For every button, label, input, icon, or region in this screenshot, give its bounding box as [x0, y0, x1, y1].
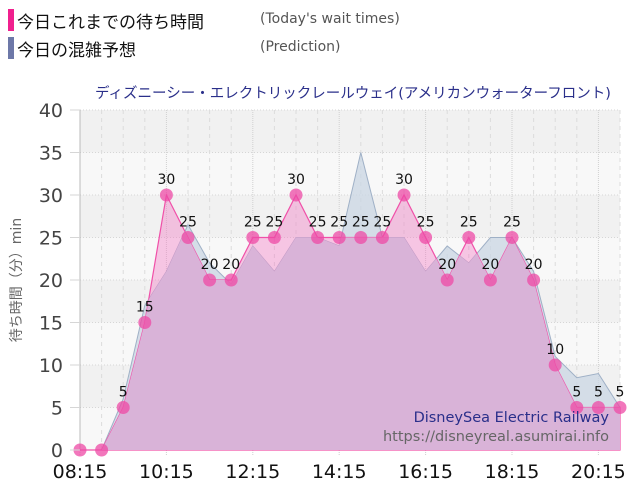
x-tick-label: 10:15	[139, 461, 194, 483]
data-label: 5	[572, 385, 581, 401]
x-tick-label: 16:15	[398, 461, 453, 483]
data-point[interactable]	[548, 358, 562, 372]
data-label: 30	[395, 172, 413, 188]
x-tick-label: 12:15	[225, 461, 280, 483]
data-point[interactable]	[462, 231, 476, 244]
data-point[interactable]	[483, 273, 497, 287]
y-tick-label: 35	[39, 143, 63, 165]
legend-prediction-label: 今日の混雑予想	[17, 40, 136, 61]
x-tick-label: 18:15	[485, 461, 540, 483]
y-tick-label: 20	[39, 270, 63, 292]
data-point[interactable]	[246, 231, 260, 244]
data-point[interactable]	[613, 401, 627, 414]
data-label: 20	[201, 257, 219, 273]
y-tick-label: 15	[39, 313, 63, 335]
data-point[interactable]	[440, 273, 454, 287]
data-point[interactable]	[332, 231, 346, 244]
data-point[interactable]	[138, 316, 152, 329]
x-tick-label: 08:15	[53, 461, 108, 483]
data-point[interactable]	[311, 231, 325, 244]
data-point[interactable]	[505, 231, 519, 244]
data-point[interactable]	[289, 188, 303, 202]
data-label: 20	[438, 257, 456, 273]
x-axis: 08:15 10:15 12:15 14:15 16:15 18:15 20:15	[53, 461, 626, 483]
y-tick-label: 40	[39, 100, 63, 122]
data-label: 25	[352, 215, 370, 231]
data-label: 15	[136, 300, 154, 316]
legend-prediction: 今日の混雑予想	[8, 36, 136, 61]
legend-actual-label: 今日これまでの待ち時間	[17, 12, 204, 33]
data-label: 25	[417, 215, 435, 231]
attraction-name-watermark: DisneySea Electric Railway	[414, 410, 610, 426]
data-label: 20	[525, 257, 543, 273]
data-point[interactable]	[591, 401, 605, 414]
data-point[interactable]	[267, 231, 281, 244]
data-label: 25	[265, 215, 283, 231]
data-label: 5	[616, 385, 625, 401]
data-point[interactable]	[203, 273, 217, 287]
chart-title: ディズニーシー・エレクトリックレールウェイ(アメリカンウォーターフロント)	[95, 84, 611, 102]
data-label: 25	[460, 215, 478, 231]
y-tick-label: 30	[39, 185, 63, 207]
legend-actual-en: (Today's wait times)	[260, 11, 400, 27]
y-axis-label: 待ち時間（分）min	[9, 218, 25, 342]
data-point[interactable]	[527, 273, 541, 287]
y-tick-label: 0	[51, 440, 63, 462]
data-point[interactable]	[95, 443, 109, 457]
overlap-area	[80, 231, 620, 450]
data-label: 30	[287, 172, 305, 188]
data-point[interactable]	[570, 401, 584, 414]
legend-actual: 今日これまでの待ち時間	[8, 8, 204, 33]
data-label: 5	[119, 385, 128, 401]
data-label: 25	[503, 215, 521, 231]
actual-points	[73, 188, 627, 457]
data-label: 25	[373, 215, 391, 231]
data-point[interactable]	[181, 231, 195, 244]
data-point[interactable]	[224, 273, 238, 287]
data-point[interactable]	[397, 188, 411, 202]
data-point[interactable]	[116, 401, 130, 414]
data-label: 20	[222, 257, 240, 273]
data-label: 10	[546, 342, 564, 358]
data-point[interactable]	[354, 231, 368, 244]
x-tick-label: 20:15	[571, 461, 626, 483]
y-axis: 0 5 10 15 20 25 30 35 40	[39, 100, 80, 462]
data-label: 20	[481, 257, 499, 273]
data-label: 30	[157, 172, 175, 188]
data-label: 25	[309, 215, 327, 231]
x-tick-label: 14:15	[312, 461, 367, 483]
y-tick-label: 5	[51, 398, 63, 420]
data-point[interactable]	[419, 231, 433, 244]
data-point[interactable]	[375, 231, 389, 244]
y-tick-label: 25	[39, 228, 63, 250]
legend-prediction-swatch	[8, 37, 14, 59]
legend-actual-swatch	[8, 9, 14, 31]
data-label: 25	[330, 215, 348, 231]
site-url-watermark: https://disneyreal.asumirai.info	[383, 429, 609, 445]
data-label: 5	[594, 385, 603, 401]
data-label: 25	[244, 215, 262, 231]
legend-prediction-en: (Prediction)	[260, 39, 341, 55]
data-point[interactable]	[159, 188, 173, 202]
y-tick-label: 10	[39, 355, 63, 377]
data-label: 25	[179, 215, 197, 231]
